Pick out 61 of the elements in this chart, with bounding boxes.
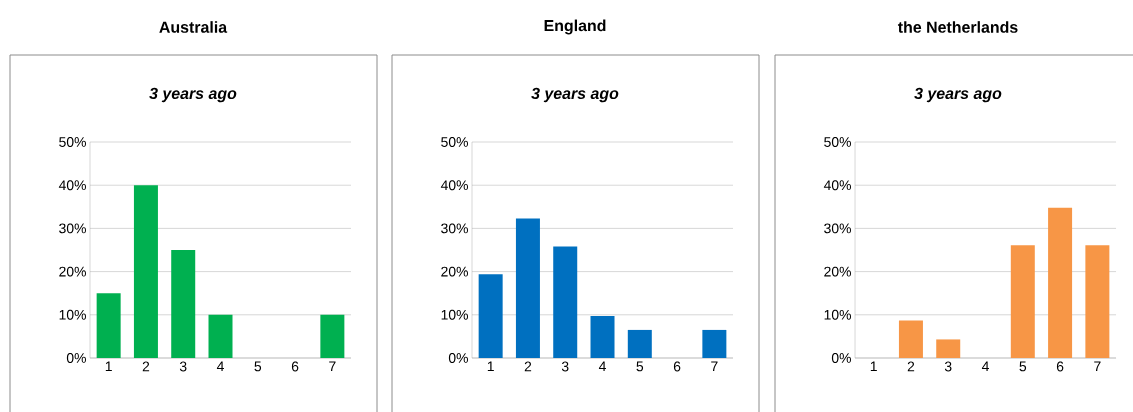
x-tick-label: 3 [561, 361, 569, 372]
x-tick-label: 1 [870, 361, 877, 372]
x-tick-label: 2 [907, 361, 915, 372]
y-tick-label: 40% [823, 180, 851, 191]
bar [1085, 245, 1110, 358]
y-tick-label: 50% [441, 137, 468, 147]
x-tick-label: 7 [1094, 361, 1101, 372]
x-tick-label: 6 [1056, 361, 1064, 372]
y-tick-label: 50% [59, 137, 86, 147]
chart-title: the Netherlands [897, 21, 1018, 33]
bar [1010, 245, 1035, 358]
x-tick-label: 5 [1019, 361, 1027, 372]
x-tick-label: 7 [711, 361, 718, 372]
x-tick-label: 6 [673, 361, 681, 372]
bar [627, 329, 652, 358]
x-tick-label: 5 [636, 361, 644, 372]
bar [208, 314, 233, 358]
y-tick-label: 30% [441, 223, 468, 234]
x-tick-label: 4 [981, 361, 989, 372]
x-tick-label: 4 [216, 361, 224, 372]
x-tick-label: 1 [487, 361, 494, 372]
x-tick-label: 2 [524, 361, 532, 372]
chart-title: England [544, 19, 606, 35]
x-tick-label: 3 [179, 361, 187, 372]
chart-title: Australia [159, 21, 228, 33]
y-tick-label: 20% [59, 266, 86, 277]
x-tick-label: 2 [142, 361, 150, 372]
chart-subtitle: 3 years ago [914, 87, 1002, 103]
bar [553, 246, 578, 358]
chart-subtitle: 3 years ago [531, 87, 619, 103]
y-tick-label: 30% [824, 223, 851, 234]
bar [96, 293, 121, 358]
x-tick-label: 6 [291, 361, 299, 372]
bar [1048, 207, 1073, 358]
y-tick-label: 50% [824, 137, 851, 147]
bar [515, 218, 540, 358]
bar [133, 185, 158, 358]
x-tick-label: 7 [329, 361, 336, 372]
bar [590, 316, 615, 358]
bar [320, 314, 345, 358]
x-tick-label: 4 [598, 361, 606, 372]
y-tick-label: 30% [59, 223, 86, 234]
y-tick-label: 0% [66, 353, 86, 363]
y-tick-label: 0% [831, 353, 851, 363]
y-tick-label: 40% [440, 180, 468, 191]
bar [936, 339, 961, 358]
bar [702, 329, 727, 358]
y-tick-label: 20% [441, 266, 468, 277]
bar [478, 274, 503, 358]
chart-subtitle: 3 years ago [149, 87, 237, 103]
x-tick-label: 5 [254, 361, 262, 372]
y-tick-label: 0% [448, 353, 468, 363]
y-tick-label: 10% [441, 309, 468, 320]
y-tick-label: 10% [824, 309, 851, 320]
y-tick-label: 10% [59, 309, 86, 320]
x-tick-label: 3 [944, 361, 952, 372]
bar [171, 250, 196, 358]
y-tick-label: 40% [58, 180, 86, 191]
y-tick-label: 20% [824, 266, 851, 277]
x-tick-label: 1 [105, 361, 112, 372]
bar [898, 320, 923, 358]
